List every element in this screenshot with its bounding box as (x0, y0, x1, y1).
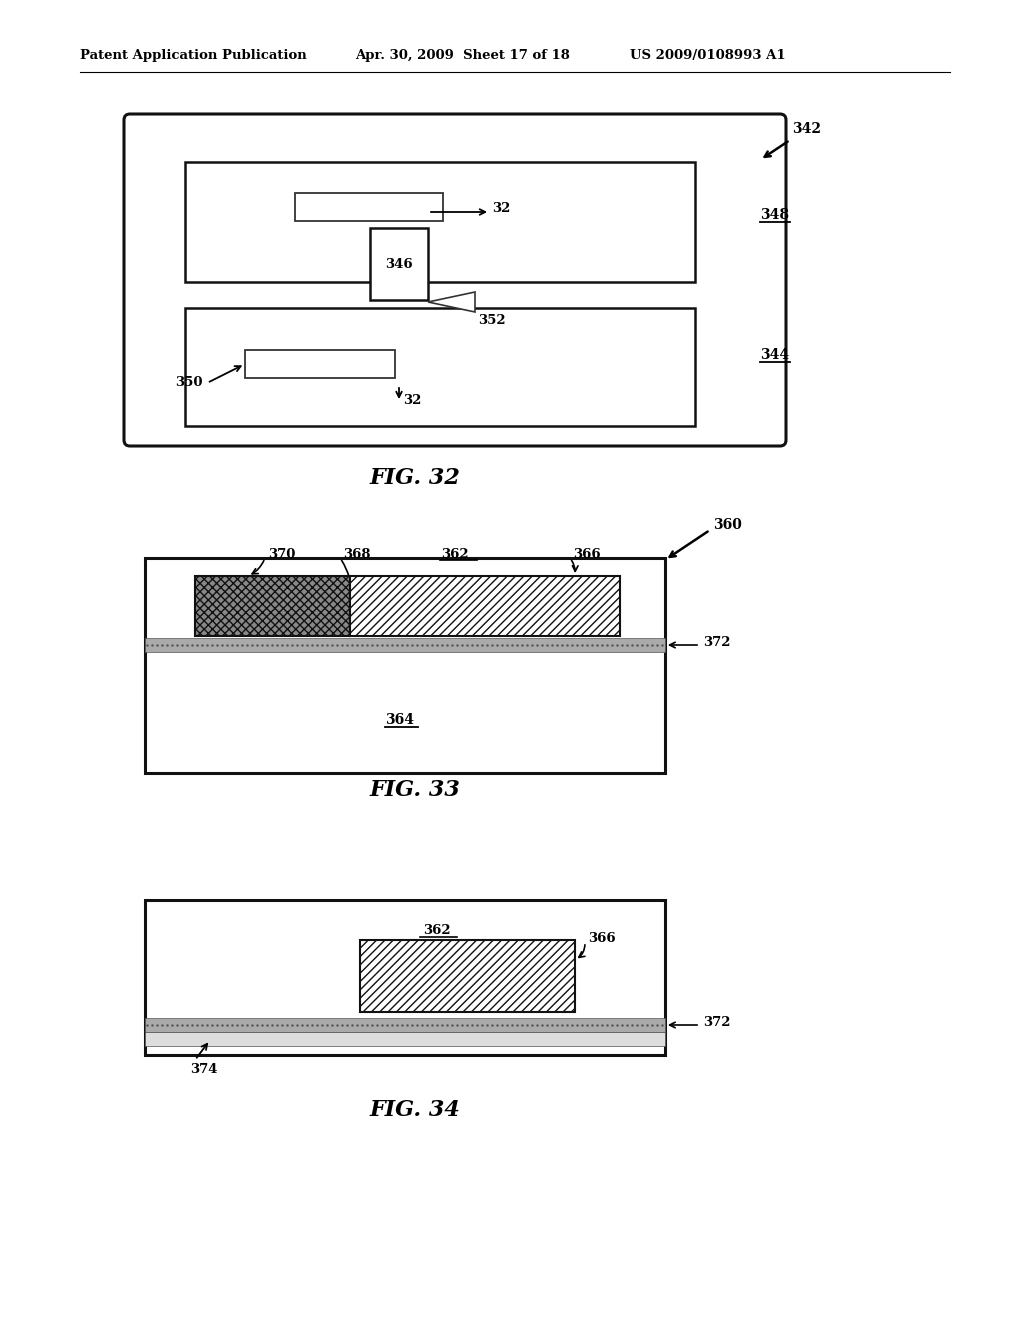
Polygon shape (428, 292, 475, 312)
Bar (145, 558, 665, 774)
Bar (295, 193, 443, 220)
Text: 364: 364 (385, 713, 415, 727)
Text: 32: 32 (492, 202, 510, 214)
Bar (350, 576, 620, 636)
Text: 372: 372 (703, 1015, 730, 1028)
Text: FIG. 33: FIG. 33 (370, 779, 461, 801)
Bar (145, 1018, 665, 1032)
Bar (245, 350, 395, 378)
Text: 366: 366 (573, 548, 601, 561)
Text: 362: 362 (423, 924, 451, 936)
Bar (145, 900, 665, 1055)
Bar (185, 162, 695, 282)
Text: 362: 362 (441, 548, 469, 561)
FancyBboxPatch shape (124, 114, 786, 446)
Text: 346: 346 (385, 257, 413, 271)
Text: Patent Application Publication: Patent Application Publication (80, 49, 307, 62)
Text: 32: 32 (403, 393, 421, 407)
Text: 360: 360 (713, 517, 741, 532)
Bar (185, 308, 695, 426)
Text: 344: 344 (760, 348, 790, 362)
Bar (195, 576, 350, 636)
Text: 370: 370 (268, 548, 295, 561)
Text: 374: 374 (190, 1063, 217, 1076)
Text: 348: 348 (760, 209, 790, 222)
Text: FIG. 34: FIG. 34 (370, 1100, 461, 1121)
Text: 366: 366 (588, 932, 615, 945)
Bar (145, 638, 665, 652)
Text: US 2009/0108993 A1: US 2009/0108993 A1 (630, 49, 785, 62)
Text: 352: 352 (478, 314, 506, 326)
Bar (360, 940, 575, 1012)
Text: 342: 342 (792, 121, 821, 136)
Text: FIG. 32: FIG. 32 (370, 467, 461, 488)
Bar (370, 228, 428, 300)
Text: Apr. 30, 2009  Sheet 17 of 18: Apr. 30, 2009 Sheet 17 of 18 (355, 49, 570, 62)
Text: 350: 350 (175, 376, 203, 389)
Text: 372: 372 (703, 635, 730, 648)
Text: 368: 368 (343, 548, 371, 561)
Bar (145, 1032, 665, 1045)
